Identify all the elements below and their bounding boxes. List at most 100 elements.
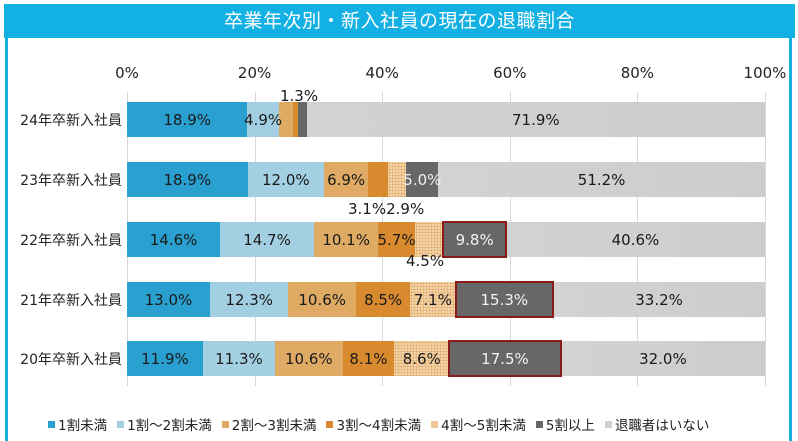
segment-value-label: 17.5% <box>481 349 529 368</box>
bar-segment: 6.9% <box>324 162 369 197</box>
legend-item: 1割～2割未満 <box>117 414 212 434</box>
segment-value-label: 18.9% <box>163 110 212 129</box>
bar-segment <box>298 102 307 137</box>
segment-value-label: 15.3% <box>480 290 529 309</box>
stacked-bar: 14.6% 14.7% 10.1% 5.7% 9.8% 40.6% <box>127 221 765 258</box>
segment-value-label: 32.0% <box>639 349 687 368</box>
bar-segment <box>414 222 444 257</box>
external-value-label: 4.5% <box>406 252 445 270</box>
segment-value-label: 7.1% <box>413 290 452 309</box>
bar-segment: 8.6% <box>394 341 450 376</box>
stacked-bar: 11.9% 11.3% 10.6% 8.1% 8.6% 17.5% 32.0% <box>127 340 765 377</box>
legend-swatch-icon <box>431 420 439 428</box>
bar-segment: 11.3% <box>202 341 276 376</box>
x-tick-label: 80% <box>620 64 655 82</box>
stacked-bar: 18.9% 4.9% 71.9% <box>127 102 765 137</box>
bar-segment: 10.1% <box>313 222 379 257</box>
legend-label: 退職者はいない <box>614 418 710 434</box>
row-label: 21年卒新入社員 <box>20 293 122 309</box>
segment-value-label: 18.9% <box>163 170 212 189</box>
x-tick-label: 20% <box>237 64 272 82</box>
segment-value-label: 10.1% <box>322 230 370 249</box>
stacked-bar: 18.9% 12.0% 6.9% 5.0% 51.2% <box>127 162 765 197</box>
segment-value-label: 14.6% <box>149 230 198 249</box>
bar-segment <box>387 162 407 197</box>
segment-value-label: 8.1% <box>349 349 388 368</box>
legend-item: 2割～3割未満 <box>221 414 317 434</box>
segment-value-label: 14.7% <box>243 230 291 249</box>
bar-segment: 15.3% <box>454 281 555 318</box>
bar-segment: 14.6% <box>127 222 221 257</box>
bar-segment: 17.5% <box>448 340 562 377</box>
external-value-label: 1.3% <box>280 87 319 105</box>
segment-value-label: 33.2% <box>635 290 683 309</box>
legend-swatch-icon <box>221 420 229 428</box>
bar-segment: 10.6% <box>275 341 343 376</box>
legend-item: 5割以上 <box>535 414 595 434</box>
legend-label: 1割未満 <box>58 418 108 434</box>
x-tick-label: 100% <box>743 64 787 82</box>
chart-title: 卒業年次別・新入社員の現在の退職割合 <box>4 4 795 38</box>
bar-segment: 7.1% <box>410 282 456 317</box>
segment-value-label: 8.5% <box>364 290 403 309</box>
chart-frame <box>5 4 792 441</box>
bar-segment: 18.9% <box>127 102 248 137</box>
bar-segment: 18.9% <box>127 162 248 197</box>
legend-item: 4割～5割未満 <box>431 414 526 434</box>
segment-value-label: 51.2% <box>577 170 626 189</box>
segment-value-label: 6.9% <box>327 170 366 189</box>
bar-segment: 8.1% <box>342 341 395 376</box>
legend-swatch-icon <box>535 420 543 428</box>
legend-item: 退職者はいない <box>604 414 710 434</box>
row-label: 22年卒新入社員 <box>20 233 122 249</box>
legend-label: 1割～2割未満 <box>127 418 212 434</box>
bar-segment <box>293 102 299 137</box>
segment-value-label: 4.9% <box>244 110 283 129</box>
segment-value-label: 10.6% <box>285 349 333 368</box>
segment-value-label: 13.0% <box>144 290 193 309</box>
segment-value-label: 40.6% <box>611 230 660 249</box>
chart-legend: 1割未満 1割～2割未満 2割～3割未満 3割～4割未満 4割～5割未満 5割以上 退職者は… <box>48 414 709 434</box>
segment-value-label: 5.0% <box>403 170 442 189</box>
legend-label: 5割以上 <box>545 418 595 434</box>
segment-value-label: 11.3% <box>215 349 263 368</box>
bar-segment <box>368 162 388 197</box>
bar-segment: 10.6% <box>288 282 357 317</box>
bar-segment: 12.0% <box>247 162 325 197</box>
bar-segment: 51.2% <box>438 162 765 197</box>
gridline <box>765 92 766 386</box>
bar-segment: 40.6% <box>505 222 765 257</box>
row-label: 23年卒新入社員 <box>20 173 122 189</box>
bar-segment: 71.9% <box>306 102 765 137</box>
legend-swatch-icon <box>117 420 125 428</box>
bar-segment: 12.3% <box>209 282 289 317</box>
bar-segment: 32.0% <box>560 341 765 376</box>
bar-segment <box>278 102 294 137</box>
legend-label: 2割～3割未満 <box>231 418 317 434</box>
segment-value-label: 11.9% <box>141 349 189 368</box>
legend-label: 4割～5割未満 <box>441 418 526 434</box>
segment-value-label: 10.6% <box>298 290 347 309</box>
segment-value-label: 8.6% <box>402 349 441 368</box>
legend-item: 1割未満 <box>48 414 107 434</box>
stacked-bar: 13.0% 12.3% 10.6% 8.5% 7.1% 15.3% 33.2% <box>127 281 765 318</box>
bar-segment: 4.9% <box>244 102 282 137</box>
legend-label: 3割～4割未満 <box>336 418 422 434</box>
bar-segment: 11.9% <box>127 341 203 376</box>
bar-segment: 33.2% <box>553 282 765 317</box>
bar-segment: 13.0% <box>127 282 210 317</box>
bar-segment: 14.7% <box>220 222 314 257</box>
bar-segment: 5.0% <box>403 162 442 197</box>
row-label: 20年卒新入社員 <box>20 352 122 368</box>
segment-value-label: 5.7% <box>377 230 416 249</box>
legend-swatch-icon <box>326 420 334 428</box>
legend-swatch-icon <box>48 420 55 428</box>
segment-value-label: 9.8% <box>455 230 494 249</box>
segment-value-label: 71.9% <box>512 110 560 129</box>
x-tick-label: 40% <box>365 64 399 82</box>
x-tick-label: 60% <box>493 64 527 82</box>
row-label: 24年卒新入社員 <box>20 113 122 129</box>
segment-value-label: 12.0% <box>262 170 310 189</box>
segment-value-label: 12.3% <box>225 290 273 309</box>
external-value-label: 3.1%2.9% <box>348 200 425 218</box>
